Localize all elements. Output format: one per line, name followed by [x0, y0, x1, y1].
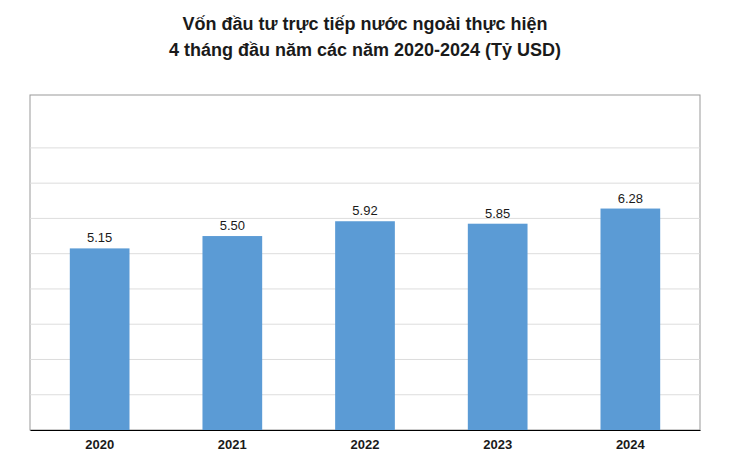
tick: 2023	[483, 437, 512, 452]
data-labels: 5.15 5.50 5.92 5.85 6.28	[87, 191, 643, 246]
bar	[70, 248, 130, 430]
tick-label: 2023	[483, 437, 512, 452]
bar	[468, 224, 528, 430]
data-label: 5.50	[220, 218, 245, 233]
data-label: 5.92	[352, 203, 377, 218]
data-label: 6.28	[618, 191, 643, 206]
tick-label: 2020	[85, 437, 114, 452]
bar	[335, 221, 395, 430]
grid-line	[30, 183, 700, 184]
axis-line	[31, 430, 701, 431]
x-axis: 2020 2021 2022 2023 2024	[31, 431, 701, 453]
plot: 2020 2021 2022 2023 2024 5.15 5.50 5.92 5.85 6.28	[30, 95, 701, 452]
tick-label: 2024	[616, 437, 646, 452]
title: Vốn đầu tư trực tiếp nước ngoài thực hiệ…	[169, 14, 561, 60]
bar	[202, 236, 262, 430]
chart: Vốn đầu tư trực tiếp nước ngoài thực hiệ…	[0, 0, 730, 475]
data-label: 5.85	[485, 206, 510, 221]
grid-line	[30, 147, 700, 148]
plot-frame	[30, 95, 700, 430]
bar	[600, 209, 660, 430]
tick: 2024	[616, 437, 646, 452]
bars	[70, 209, 660, 430]
tick-label: 2022	[351, 437, 380, 452]
tick: 2022	[351, 437, 380, 452]
tick: 2021	[218, 437, 247, 452]
tick: 2020	[85, 437, 114, 452]
data-label: 5.15	[87, 230, 112, 245]
tick-label: 2021	[218, 437, 247, 452]
